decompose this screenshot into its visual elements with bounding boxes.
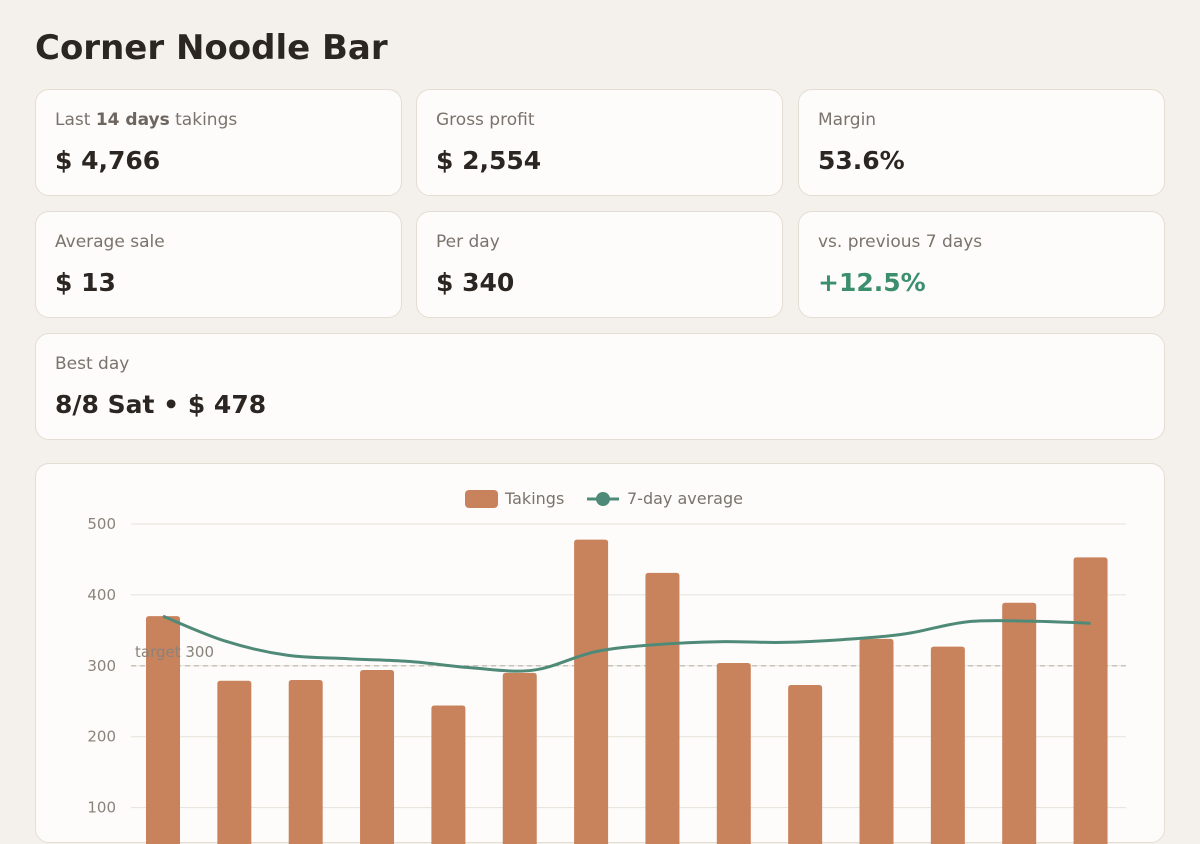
vs-previous-value: +12.5% [818,268,926,297]
legend-item-takings[interactable]: Takings [465,489,564,508]
y-tick-label: 400 [87,586,116,604]
per-day-label: Per day [436,232,500,252]
y-tick-label: 500 [87,515,116,533]
average-line [162,614,1091,673]
per-day-card: Per day $ 340 [416,211,783,318]
takings-bar [716,662,751,844]
margin-card: Margin 53.6% [798,89,1165,196]
takings-label: Last 14 days takings [55,110,238,130]
takings-bar [1073,557,1108,844]
takings-bar [788,684,823,844]
legend-swatch-average-dot [596,492,610,506]
vs-previous-label: vs. previous 7 days [818,232,983,252]
takings-bar [1002,602,1037,844]
best-day-card: Best day 8/8 Sat • $ 478 [35,333,1165,440]
page-title: Corner Noodle Bar [35,28,388,68]
takings-bar [645,572,680,844]
gross-profit-value: $ 2,554 [436,146,542,175]
takings-bar [146,616,180,844]
legend-label-average: 7-day average [627,489,743,508]
best-day-label: Best day [55,354,130,374]
takings-bar [859,638,894,844]
gross-profit-label: Gross profit [436,110,535,130]
y-tick-label: 200 [87,728,116,746]
chart-average-line [162,614,1091,673]
takings-bar [431,705,466,844]
takings-chart-card: 100 200 300 400 500 Takings 7-day average tar… [35,463,1165,844]
takings-bar [288,679,323,844]
takings-chart: 100 200 300 400 500 Takings 7-day average tar… [87,489,1126,844]
chart-bars [146,539,1108,844]
margin-value: 53.6% [818,146,905,175]
per-day-value: $ 340 [436,268,515,297]
takings-bar [574,539,609,844]
margin-label: Margin [818,110,877,130]
average-sale-card: Average sale $ 13 [35,211,402,318]
legend-label-takings: Takings [504,489,564,508]
takings-bar [502,672,537,844]
best-day-value: 8/8 Sat • $ 478 [55,390,267,419]
takings-bar [930,646,965,844]
takings-bar [217,680,252,844]
takings-card: Last 14 days takings $ 4,766 [35,89,402,196]
average-sale-label: Average sale [55,232,165,252]
legend-item-average[interactable]: 7-day average [587,489,743,508]
y-tick-label: 100 [87,799,116,817]
y-tick-label: 300 [87,657,116,675]
gross-profit-card: Gross profit $ 2,554 [416,89,783,196]
average-sale-value: $ 13 [55,268,116,297]
legend-swatch-takings [465,490,498,508]
takings-value: $ 4,766 [55,146,161,175]
target-label: target 300 [135,643,214,661]
takings-bar [360,670,395,844]
chart-legend[interactable]: Takings 7-day average [465,489,743,508]
vs-previous-card: vs. previous 7 days +12.5% [798,211,1165,318]
